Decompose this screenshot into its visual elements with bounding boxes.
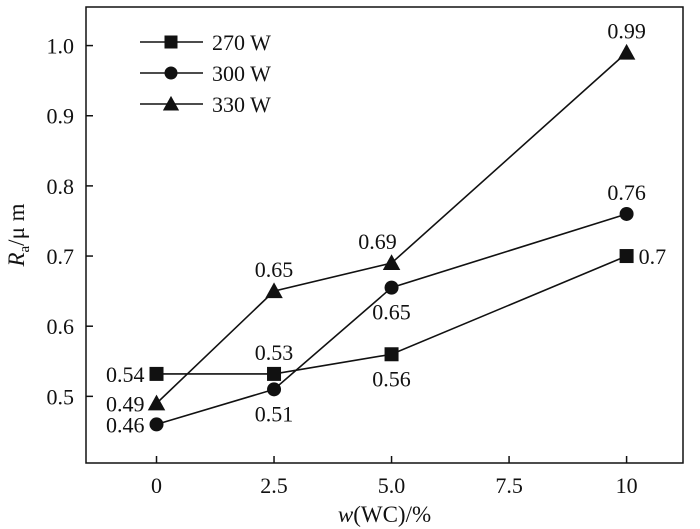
square-marker	[149, 366, 164, 381]
data-label: 0.99	[607, 19, 646, 44]
triangle-marker	[617, 43, 636, 60]
data-label: 0.65	[255, 257, 294, 282]
x-axis: 0 2.5 5.0 7.5 10	[151, 456, 638, 498]
series-layer: 0.540.530.560.70.46 0.510.650.760.490.650…	[106, 19, 666, 438]
legend-label: 270 W	[212, 30, 271, 55]
y-axis: 0.5 0.6 0.7 0.8 0.9 1.0	[47, 34, 93, 409]
square-marker	[164, 35, 178, 49]
circle-marker	[619, 206, 634, 221]
series-circle: 0.46 0.51 0.65 0.76	[106, 180, 646, 437]
x-tick-label: 10	[616, 473, 638, 498]
data-label: 0.7	[639, 244, 667, 269]
data-label: 0.51	[255, 401, 294, 426]
triangle-marker	[382, 254, 401, 271]
legend-label: 300 W	[212, 61, 271, 86]
data-label: 0.53	[255, 340, 294, 365]
data-label: 0.46	[106, 412, 145, 437]
y-tick-label: 0.5	[47, 384, 75, 409]
plot-frame	[85, 6, 684, 464]
x-tick-label: 7.5	[495, 473, 523, 498]
circle-marker	[384, 280, 399, 295]
triangle-marker	[162, 95, 180, 111]
square-marker	[267, 366, 282, 381]
series-line	[156, 213, 627, 426]
x-tick-label: 0	[151, 473, 162, 498]
series-line	[156, 255, 627, 375]
legend-item: 300 W	[140, 61, 271, 86]
legend-label: 330 W	[212, 92, 271, 117]
triangle-marker	[147, 394, 166, 411]
x-axis-title-unit: (WC)/%	[353, 502, 431, 527]
data-label: 0.76	[607, 180, 646, 205]
triangle-marker	[265, 282, 283, 299]
circle-marker	[149, 417, 164, 432]
data-label: 0.65	[372, 300, 411, 325]
y-axis-title-unit: /μ m	[4, 203, 29, 245]
x-tick-label: 2.5	[260, 473, 288, 498]
circle-marker	[267, 382, 282, 397]
series-triangle: 0.49 0.65 0.69 0.99	[106, 19, 646, 417]
series-line	[155, 52, 628, 404]
y-axis-title-variable: R	[4, 252, 29, 267]
y-axis-title: Ra/μ m	[4, 203, 33, 267]
y-tick-label: 0.6	[47, 314, 75, 339]
x-axis-title-variable: w	[338, 502, 354, 527]
y-tick-label: 0.8	[47, 174, 75, 199]
legend-item: 270 W	[140, 30, 271, 55]
data-label: 0.54	[106, 362, 145, 387]
series-square: 0.54 0.53 0.56 0.7	[106, 244, 666, 391]
y-axis-title-subscript: a	[17, 245, 33, 252]
y-tick-label: 1.0	[47, 34, 75, 59]
square-marker	[384, 347, 399, 362]
legend-item: 330 W	[140, 92, 271, 117]
y-tick-label: 0.9	[47, 104, 75, 129]
legend: 270 W 300 W 330 W	[140, 30, 271, 117]
x-axis-title: w(WC)/%	[338, 502, 431, 527]
circle-marker	[164, 66, 178, 80]
x-tick-label: 5.0	[378, 473, 406, 498]
y-tick-label: 0.7	[47, 244, 75, 269]
square-marker	[619, 249, 634, 264]
data-label: 0.56	[372, 366, 411, 391]
data-label: 0.49	[106, 391, 145, 416]
data-label: 0.69	[358, 229, 397, 254]
